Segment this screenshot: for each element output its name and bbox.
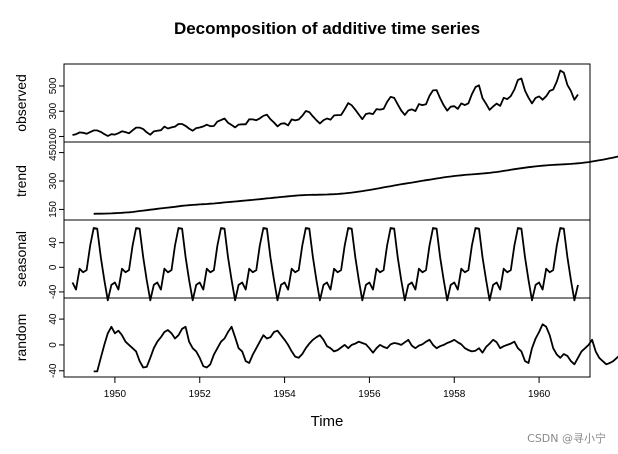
panels-group: 100 300 500 observed 150 300 450 trend -40 0 40 sea… bbox=[13, 63, 618, 378]
y-tick-label: 40 bbox=[48, 313, 59, 325]
y-tick-label: 450 bbox=[48, 144, 59, 161]
panel-random: -40 0 40 random bbox=[13, 297, 618, 378]
chart-title: Decomposition of additive time series bbox=[174, 19, 480, 38]
x-tick-label: 1952 bbox=[189, 389, 212, 400]
y-tick-label: -40 bbox=[48, 363, 59, 378]
seasonal-axis-label: seasonal bbox=[13, 231, 29, 287]
y-tick-label: 40 bbox=[48, 237, 59, 249]
y-tick-label: 0 bbox=[48, 342, 59, 348]
y-tick-label: 0 bbox=[48, 264, 59, 270]
seasonal-line bbox=[71, 227, 579, 302]
x-tick-label: 1950 bbox=[104, 389, 127, 400]
y-tick-label: 300 bbox=[48, 172, 59, 189]
x-axis-label: Time bbox=[311, 413, 344, 430]
observed-axis-label: observed bbox=[13, 74, 29, 132]
observed-line bbox=[72, 69, 579, 137]
y-tick-label: 300 bbox=[48, 102, 59, 119]
x-tick-label: 1956 bbox=[358, 389, 381, 400]
panel-frame bbox=[63, 141, 591, 221]
trend-line bbox=[93, 155, 618, 215]
x-axis: 1950 1952 1954 1956 1958 1960 bbox=[104, 377, 551, 400]
panel-seasonal: -40 0 40 seasonal bbox=[13, 219, 591, 302]
panel-frame bbox=[63, 63, 591, 143]
panel-observed: 100 300 500 observed bbox=[13, 63, 591, 145]
x-tick-label: 1954 bbox=[273, 389, 296, 400]
x-tick-label: 1958 bbox=[443, 389, 466, 400]
y-tick-label: -40 bbox=[48, 284, 59, 299]
random-axis-label: random bbox=[13, 314, 29, 361]
panel-trend: 150 300 450 trend bbox=[13, 141, 618, 221]
random-line bbox=[93, 323, 618, 373]
y-tick-label: 500 bbox=[48, 77, 59, 94]
watermark: CSDN @寻小宁 bbox=[527, 431, 606, 445]
x-tick-label: 1960 bbox=[528, 389, 551, 400]
trend-axis-label: trend bbox=[13, 165, 29, 197]
y-tick-label: 100 bbox=[48, 128, 59, 145]
panel-frame bbox=[63, 297, 591, 378]
y-tick-label: 150 bbox=[48, 201, 59, 218]
